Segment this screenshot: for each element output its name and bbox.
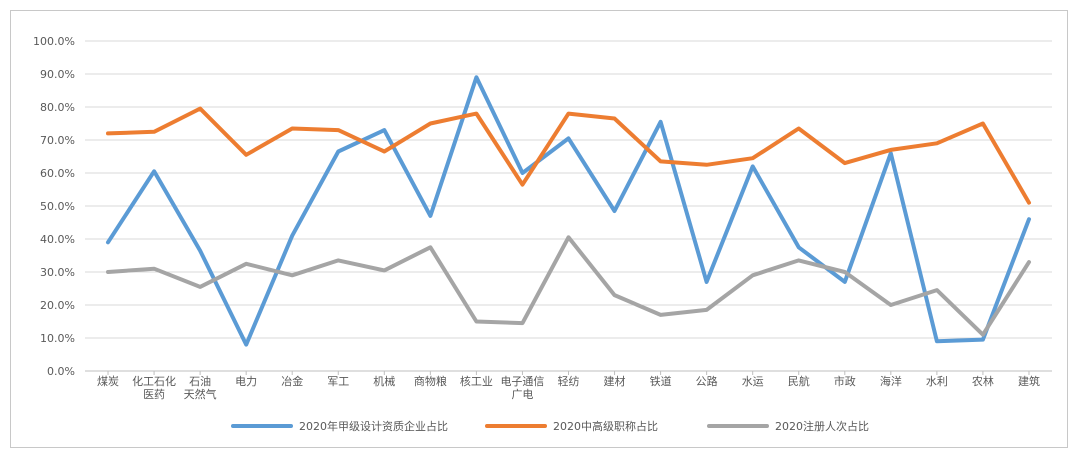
y-tick-label: 0.0% xyxy=(47,365,75,378)
x-category-label: 广电 xyxy=(511,388,533,401)
y-tick-label: 90.0% xyxy=(40,68,75,81)
series-lines xyxy=(106,75,1031,347)
x-category-label: 机械 xyxy=(373,374,395,388)
y-tick-label: 80.0% xyxy=(40,101,75,114)
x-category-label: 建材 xyxy=(604,374,626,388)
legend-label: 2020注册人次占比 xyxy=(775,419,869,433)
y-tick-label: 30.0% xyxy=(40,266,75,279)
x-category-label: 天然气 xyxy=(184,387,217,401)
y-tick-label: 10.0% xyxy=(40,332,75,345)
x-category-label: 化工石化 xyxy=(132,374,176,388)
x-category-label: 煤炭 xyxy=(97,375,119,388)
gridlines xyxy=(85,40,1052,372)
y-tick-label: 40.0% xyxy=(40,233,75,246)
y-tick-label: 70.0% xyxy=(40,134,75,147)
line-chart: 0.0% 10.0% 20.0% 30.0% 40.0% 50.0% 60.0% 70.0% 8… xyxy=(33,35,1052,433)
x-category-label: 电力 xyxy=(235,375,257,388)
legend: 2020年甲级设计资质企业占比 2020中高级职称占比 2020注册人次占比 xyxy=(231,419,869,433)
x-category-label: 农林 xyxy=(972,374,994,388)
y-tick-label: 100.0% xyxy=(33,35,75,48)
legend-label: 2020中高级职称占比 xyxy=(553,419,658,433)
y-tick-label: 20.0% xyxy=(40,299,75,312)
x-category-label: 军工 xyxy=(327,375,349,388)
chart-frame: 0.0% 10.0% 20.0% 30.0% 40.0% 50.0% 60.0% 70.0% 8… xyxy=(10,10,1068,448)
x-category-label: 市政 xyxy=(834,374,856,388)
x-category-label: 民航 xyxy=(788,374,810,388)
series-line-1 xyxy=(106,75,1031,347)
x-category-label: 水运 xyxy=(742,375,764,388)
x-category-label: 医药 xyxy=(143,388,165,401)
x-category-label: 公路 xyxy=(696,375,718,388)
legend-label: 2020年甲级设计资质企业占比 xyxy=(299,419,448,433)
x-category-label: 轻纺 xyxy=(558,374,580,388)
y-tick-label: 50.0% xyxy=(40,200,75,213)
series-line-3 xyxy=(106,235,1031,337)
series-line-2 xyxy=(106,106,1031,205)
x-category-label: 建筑 xyxy=(1018,374,1040,388)
x-category-label: 石油 xyxy=(189,374,211,388)
y-tick-label: 60.0% xyxy=(40,167,75,180)
y-axis-ticks: 0.0% 10.0% 20.0% 30.0% 40.0% 50.0% 60.0% 70.0% 8… xyxy=(33,35,75,378)
x-category-label: 核工业 xyxy=(460,374,493,388)
x-category-label: 电子通信 xyxy=(500,375,544,388)
x-category-label: 海洋 xyxy=(880,374,902,388)
x-category-label: 铁道 xyxy=(650,374,672,388)
x-category-label: 水利 xyxy=(926,375,948,388)
x-category-label: 冶金 xyxy=(281,374,303,388)
x-category-label: 商物粮 xyxy=(414,374,447,388)
